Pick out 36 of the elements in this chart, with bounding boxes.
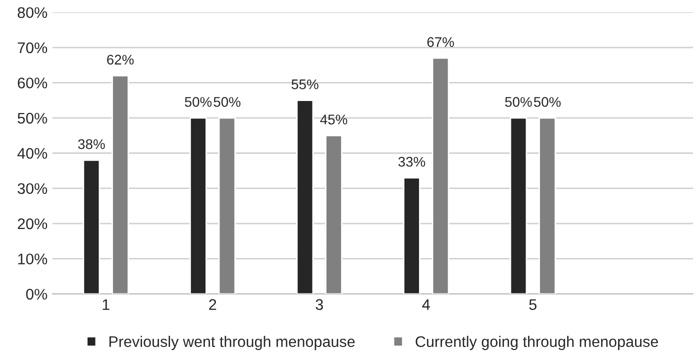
y-tick-label: 40% (17, 148, 48, 159)
y-tick-label: 20% (18, 218, 48, 230)
legend-label: Currently going through menopause (416, 336, 658, 350)
data-label: 45% (320, 114, 348, 124)
bar (190, 117, 207, 294)
legend-label: Previously went through menopause (109, 336, 355, 350)
data-label: 67% (427, 37, 454, 47)
bar (432, 57, 450, 294)
x-tick-label: 1 (102, 299, 110, 310)
data-label: 55% (292, 79, 318, 90)
bar (510, 117, 528, 294)
y-tick-label: 70% (18, 42, 48, 54)
x-tick-label: 5 (529, 299, 536, 310)
y-tick-label: 60% (18, 78, 48, 88)
x-tick-label: 2 (209, 299, 216, 310)
bar (82, 159, 100, 294)
x-tick-label: 4 (422, 299, 430, 310)
bar (403, 177, 420, 294)
data-label: 62% (107, 54, 134, 65)
bar (218, 117, 236, 294)
x-tick-label: 3 (316, 299, 323, 310)
data-label: 50% (184, 97, 212, 107)
y-tick-label: 30% (18, 183, 48, 194)
data-label: 33% (398, 156, 426, 167)
y-tick-label: 0% (26, 288, 48, 300)
y-tick-label: 50% (18, 112, 48, 124)
data-label: 50% (534, 97, 561, 107)
data-label: 50% (214, 97, 240, 107)
bar (112, 74, 129, 294)
data-label: 50% (505, 97, 532, 107)
bar (325, 134, 342, 294)
bar (538, 117, 556, 294)
y-tick-label: 80% (18, 7, 48, 18)
bar (296, 100, 314, 294)
data-label: 38% (78, 139, 105, 150)
y-tick-label: 10% (18, 254, 48, 264)
